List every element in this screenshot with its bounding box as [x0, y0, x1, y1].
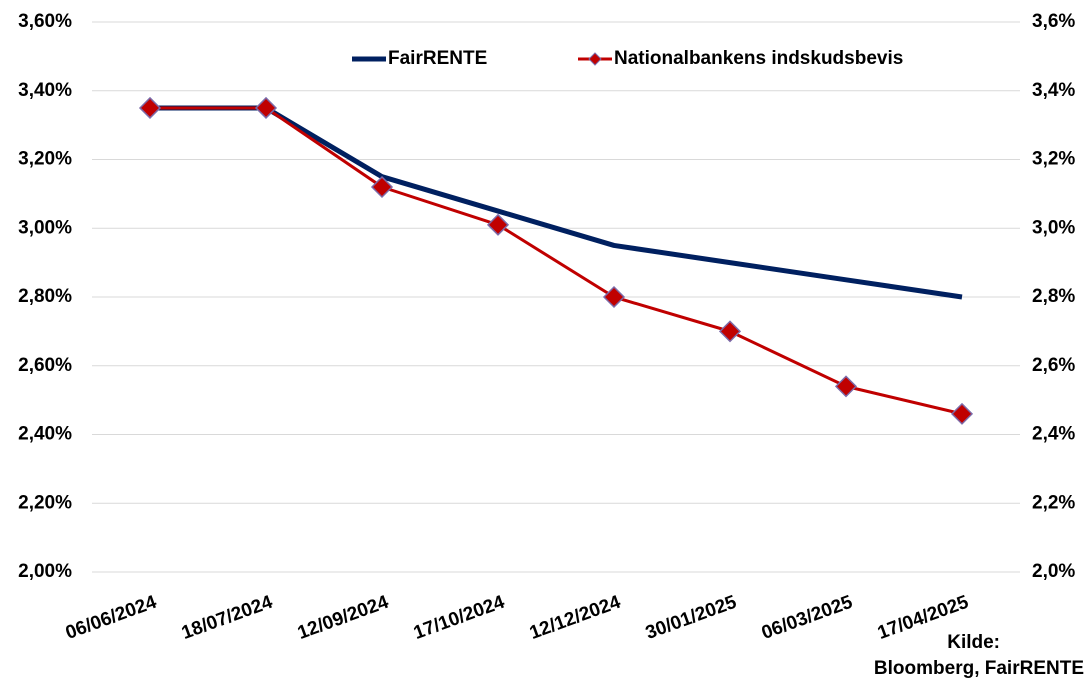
y2-tick-label: 2,6% [1032, 355, 1075, 376]
y-tick-label: 3,60% [18, 11, 72, 32]
marker [486, 213, 510, 236]
marker [950, 402, 974, 425]
marker [718, 320, 742, 343]
y-tick-label: 2,60% [18, 355, 72, 376]
y-tick-label: 2,40% [18, 424, 72, 445]
y-tick-label: 2,80% [18, 286, 72, 307]
marker [834, 375, 858, 398]
x-tick-label: 30/01/2025 [643, 592, 740, 644]
legend-label: FairRENTE [388, 48, 487, 69]
x-tick-label: 12/09/2024 [295, 592, 392, 644]
series-line [150, 105, 963, 300]
y2-tick-label: 3,4% [1032, 80, 1075, 101]
y-tick-label: 2,00% [18, 561, 72, 582]
source: Kilde: [947, 632, 1000, 653]
x-tick-label: 17/10/2024 [411, 592, 508, 644]
y2-tick-label: 3,2% [1032, 149, 1075, 170]
x-tick-label: 06/03/2025 [759, 592, 856, 644]
marker [370, 175, 394, 199]
legend-label: Nationalbankens indskudsbevis [614, 48, 903, 69]
x-tick-label: 12/12/2024 [527, 592, 624, 644]
y-tick-label: 3,00% [18, 217, 72, 238]
y2-tick-label: 2,4% [1032, 424, 1075, 445]
y-tick-label: 3,20% [18, 149, 72, 170]
y-tick-label: 2,20% [18, 492, 72, 513]
marker [254, 96, 278, 119]
series-line [150, 106, 963, 416]
source: Bloomberg, FairRENTE [874, 658, 1084, 679]
y2-tick-label: 2,8% [1032, 286, 1075, 307]
y2-tick-label: 2,2% [1032, 492, 1075, 513]
y-tick-label: 3,40% [18, 80, 72, 101]
y2-tick-label: 3,6% [1032, 11, 1075, 32]
x-tick-label: 06/06/2024 [63, 592, 160, 644]
marker [138, 96, 162, 119]
x-tick-label: 18/07/2024 [179, 592, 276, 644]
marker [602, 285, 626, 309]
y2-tick-label: 3,0% [1032, 217, 1075, 238]
legend-marker [588, 52, 602, 66]
y2-tick-label: 2,0% [1032, 561, 1075, 582]
